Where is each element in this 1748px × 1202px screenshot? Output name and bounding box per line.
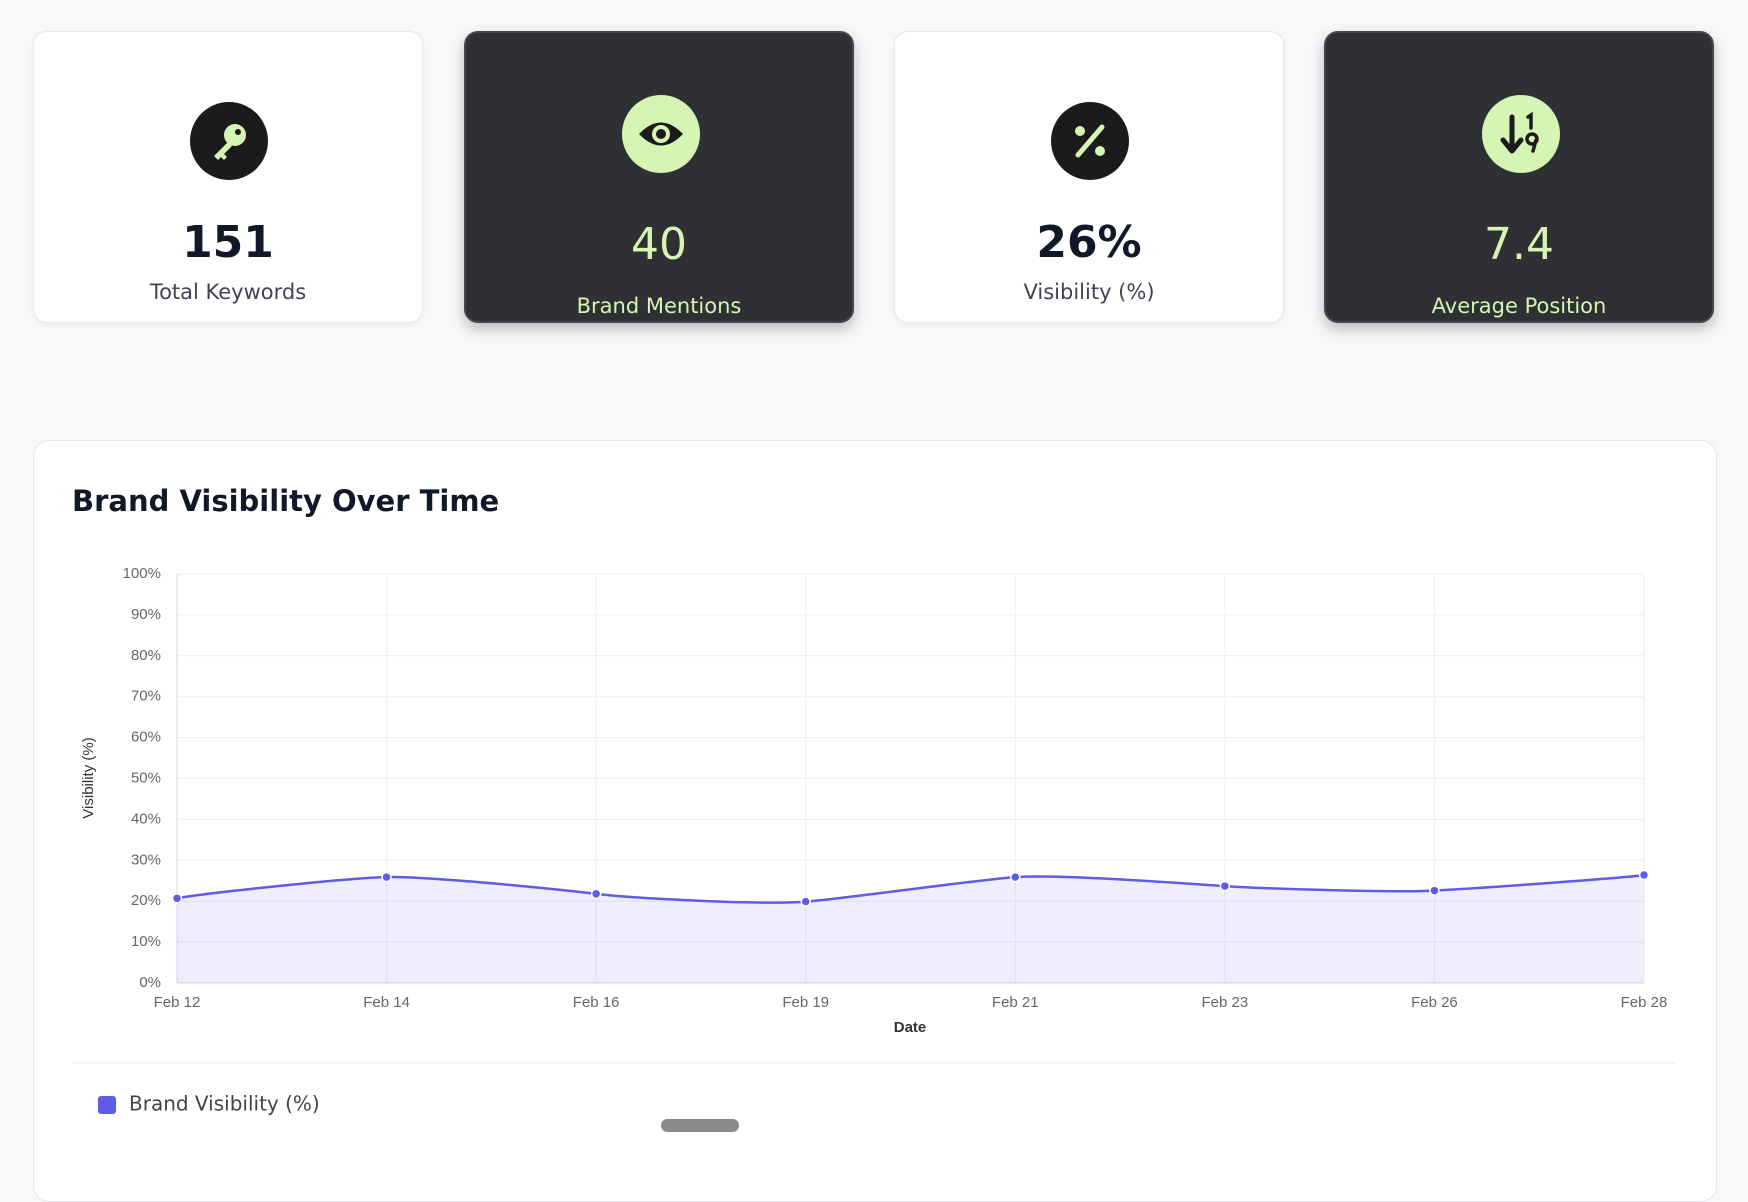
y-tick-label: 20% xyxy=(131,892,161,909)
stat-value: 151 xyxy=(182,217,274,268)
stat-label: Brand Mentions xyxy=(576,294,742,318)
point xyxy=(1219,880,1231,892)
y-tick-label: 10% xyxy=(131,933,161,950)
x-tick-label: Feb 14 xyxy=(363,994,410,1011)
legend-swatch xyxy=(98,1096,116,1114)
stat-value: 26% xyxy=(1036,217,1142,268)
x-tick-label: Feb 23 xyxy=(1202,994,1249,1011)
y-tick-label: 70% xyxy=(131,688,161,705)
y-tick-label: 90% xyxy=(131,606,161,623)
y-tick-label: 0% xyxy=(139,974,161,991)
point xyxy=(590,888,602,900)
point xyxy=(381,871,392,883)
y-tick-label: 80% xyxy=(131,647,161,664)
x-tick-label: Feb 26 xyxy=(1411,994,1458,1011)
point xyxy=(1010,871,1021,883)
chart-title: Brand Visibility Over Time xyxy=(72,484,499,518)
chart-card xyxy=(33,440,1717,1202)
stat-card: 26% Visibility (%) xyxy=(894,31,1284,323)
scroll-handle xyxy=(661,1119,739,1132)
stat-value: 7.4 xyxy=(1484,219,1554,270)
percent-icon xyxy=(1051,102,1129,180)
stat-card: 7.4 Average Position xyxy=(1324,31,1714,323)
sort-icon xyxy=(1482,95,1560,173)
y-tick-label: 40% xyxy=(131,810,161,827)
x-tick-label: Feb 16 xyxy=(573,994,620,1011)
key-icon xyxy=(190,102,268,180)
x-tick-label: Feb 28 xyxy=(1621,994,1668,1011)
y-axis-label: Visibility (%) xyxy=(80,737,97,818)
legend-label: Brand Visibility (%) xyxy=(129,1092,320,1116)
x-tick-label: Feb 21 xyxy=(992,994,1039,1011)
y-tick-label: 100% xyxy=(123,565,161,582)
point xyxy=(1429,885,1440,896)
stat-card: 151 Total Keywords xyxy=(33,31,423,323)
eye-icon xyxy=(622,95,700,173)
stat-label: Visibility (%) xyxy=(1023,280,1155,304)
point xyxy=(800,896,811,907)
chart: Brand Visibility Over Time Date Visibili… xyxy=(72,484,1676,1116)
line xyxy=(176,873,1645,904)
area xyxy=(177,875,1644,983)
stat-value: 40 xyxy=(631,219,687,270)
y-tick-label: 30% xyxy=(131,851,161,868)
stat-card: 40 Brand Mentions xyxy=(464,31,854,323)
point xyxy=(1638,869,1650,881)
point xyxy=(171,893,183,904)
x-tick-label: Feb 19 xyxy=(782,994,829,1011)
stat-label: Total Keywords xyxy=(149,280,307,304)
x-tick-label: Feb 12 xyxy=(154,994,201,1011)
y-tick-label: 60% xyxy=(131,729,161,746)
stat-label: Average Position xyxy=(1431,294,1607,318)
page: 151 Total Keywords 40 Brand Mentions 26%… xyxy=(33,31,1717,1202)
y-tick-label: 50% xyxy=(131,769,161,786)
x-axis-label: Date xyxy=(894,1019,927,1036)
